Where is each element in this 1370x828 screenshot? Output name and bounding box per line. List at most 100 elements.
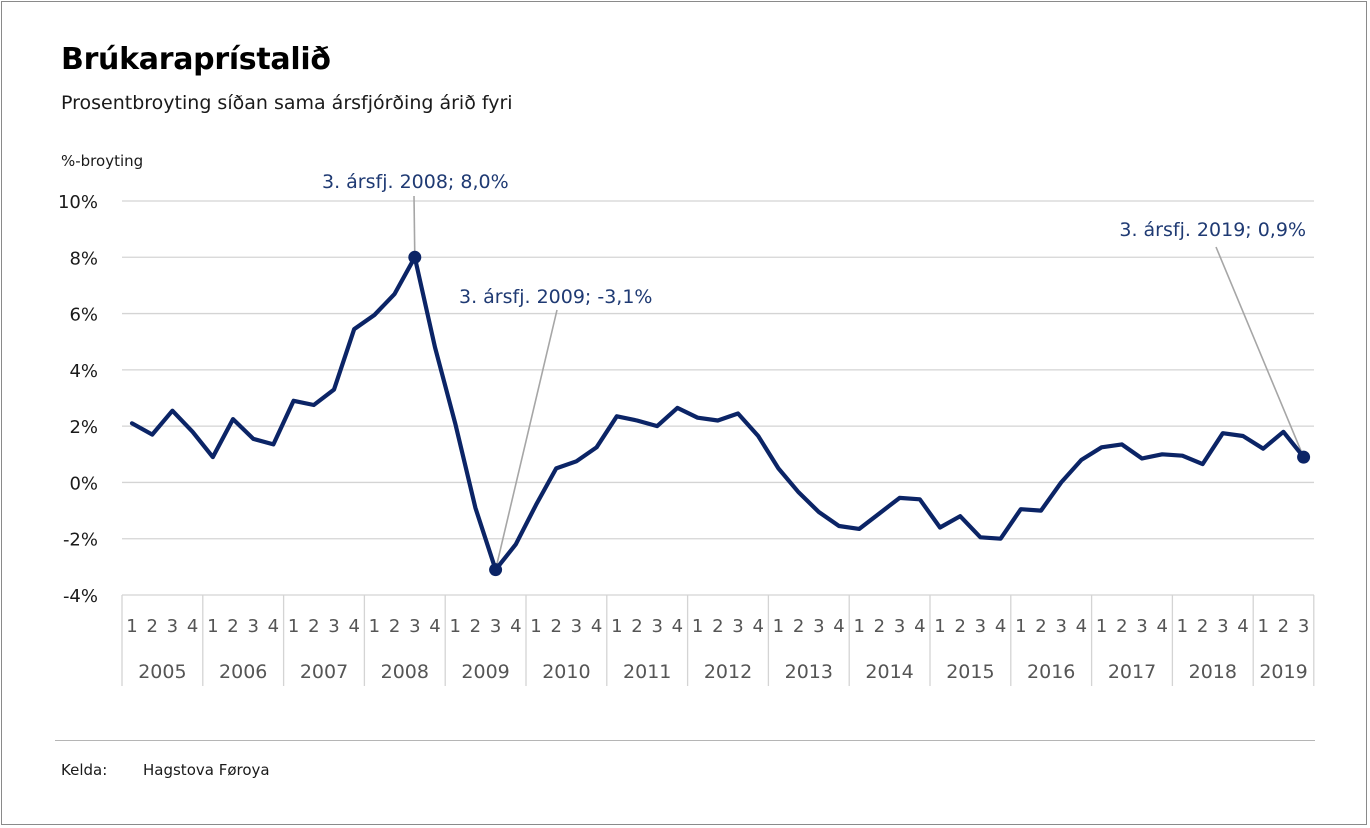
quarter-tick-label: 3 [813, 616, 824, 637]
quarter-tick-label: 1 [126, 616, 137, 637]
quarter-tick-label: 2 [631, 616, 642, 637]
quarter-tick-label: 4 [591, 616, 602, 637]
quarter-tick-label: 4 [995, 616, 1006, 637]
gridlines [122, 200, 1314, 596]
quarter-tick-label: 2 [1197, 616, 1208, 637]
year-tick-label: 2012 [704, 661, 752, 683]
quarter-tick-label: 2 [1116, 616, 1127, 637]
year-tick-label: 2007 [300, 661, 348, 683]
quarter-tick-label: 1 [530, 616, 541, 637]
year-tick-label: 2005 [138, 661, 186, 683]
y-tick-label: 2% [69, 417, 98, 438]
quarter-tick-label: 2 [1035, 616, 1046, 637]
quarter-tick-label: 4 [348, 616, 359, 637]
quarter-tick-label: 2 [308, 616, 319, 637]
quarter-tick-label: 1 [449, 616, 460, 637]
year-tick-label: 2017 [1108, 661, 1156, 683]
annotations: 3. ársfj. 2008; 8,0% 3. ársfj. 2009; -3,1… [322, 171, 1311, 577]
quarter-tick-label: 1 [1096, 616, 1107, 637]
annotation-leader [1215, 246, 1305, 458]
quarter-tick-label: 4 [510, 616, 521, 637]
quarter-tick-label: 4 [429, 616, 440, 637]
quarter-tick-label: 2 [1278, 616, 1289, 637]
year-tick-label: 2013 [785, 661, 833, 683]
quarter-tick-label: 4 [752, 616, 763, 637]
annotation-marker [408, 250, 422, 264]
quarter-tick-label: 1 [773, 616, 784, 637]
year-tick-label: 2006 [219, 661, 267, 683]
y-axis-label: %-broyting [61, 152, 144, 170]
quarter-tick-label: 2 [793, 616, 804, 637]
quarter-tick-label: 1 [369, 616, 380, 637]
quarter-tick-label: 1 [1015, 616, 1026, 637]
year-tick-label: 2019 [1259, 661, 1307, 683]
quarter-tick-label: 3 [1217, 616, 1228, 637]
annotation-leader [494, 309, 558, 570]
y-tick-label: -4% [63, 586, 98, 607]
quarter-tick-label: 3 [732, 616, 743, 637]
quarter-tick-label: 3 [1298, 616, 1309, 637]
source-label: Kelda: [61, 761, 108, 779]
quarter-tick-label: 4 [1076, 616, 1087, 637]
year-tick-label: 2015 [946, 661, 994, 683]
quarter-tick-label: 4 [1156, 616, 1167, 637]
y-tick-label: 8% [69, 248, 98, 269]
source-value: Hagstova Føroya [143, 761, 270, 779]
quarter-tick-label: 2 [874, 616, 885, 637]
quarter-tick-label: 4 [833, 616, 844, 637]
quarter-tick-label: 1 [1257, 616, 1268, 637]
annotation-marker [1297, 450, 1311, 464]
year-tick-label: 2008 [381, 661, 429, 683]
quarter-tick-label: 2 [550, 616, 561, 637]
quarter-tick-label: 1 [692, 616, 703, 637]
y-tick-label: 0% [69, 473, 98, 494]
y-tick-labels: 10% 8% 6% 4% 2% 0% -2% -4% [58, 192, 98, 607]
quarter-tick-label: 2 [954, 616, 965, 637]
year-tick-label: 2018 [1189, 661, 1237, 683]
year-tick-label: 2014 [865, 661, 913, 683]
annotation-label: 3. ársfj. 2019; 0,9% [1119, 219, 1306, 241]
quarter-tick-label: 1 [934, 616, 945, 637]
annotation-label: 3. ársfj. 2008; 8,0% [322, 171, 509, 193]
series [129, 255, 1306, 572]
quarter-tick-label: 3 [247, 616, 258, 637]
quarter-tick-label: 4 [672, 616, 683, 637]
year-tick-label: 2010 [542, 661, 590, 683]
quarter-tick-label: 2 [712, 616, 723, 637]
quarter-tick-label: 1 [207, 616, 218, 637]
quarter-tick-label: 3 [1136, 616, 1147, 637]
quarter-tick-label: 4 [187, 616, 198, 637]
annotation-leader [413, 195, 416, 258]
footer-divider [55, 740, 1315, 741]
chart-subtitle: Prosentbroyting síðan sama ársfjórðing á… [61, 92, 513, 114]
quarter-tick-label: 2 [389, 616, 400, 637]
quarter-tick-label: 3 [490, 616, 501, 637]
annotation-leaders [413, 195, 1305, 570]
quarter-tick-label: 3 [1055, 616, 1066, 637]
annotation-label: 3. ársfj. 2009; -3,1% [459, 286, 653, 308]
year-tick-label: 2011 [623, 661, 671, 683]
quarter-tick-label: 4 [268, 616, 279, 637]
series-line [129, 255, 1306, 572]
quarter-tick-label: 3 [571, 616, 582, 637]
quarter-tick-label: 1 [1177, 616, 1188, 637]
y-tick-label: -2% [63, 530, 98, 551]
annotation-marker [489, 563, 503, 577]
quarter-tick-label: 3 [894, 616, 905, 637]
y-tick-label: 10% [58, 192, 98, 213]
quarter-tick-label: 2 [470, 616, 481, 637]
quarter-tick-label: 1 [853, 616, 864, 637]
quarter-tick-label: 3 [167, 616, 178, 637]
y-tick-label: 4% [69, 361, 98, 382]
chart-title: Brúkaraprístalið [61, 42, 331, 77]
quarter-tick-label: 3 [651, 616, 662, 637]
year-tick-label: 2009 [461, 661, 509, 683]
quarter-tick-label: 3 [328, 616, 339, 637]
quarter-tick-label: 2 [146, 616, 157, 637]
year-tick-label: 2016 [1027, 661, 1075, 683]
quarter-tick-label: 3 [975, 616, 986, 637]
quarter-tick-label: 3 [409, 616, 420, 637]
